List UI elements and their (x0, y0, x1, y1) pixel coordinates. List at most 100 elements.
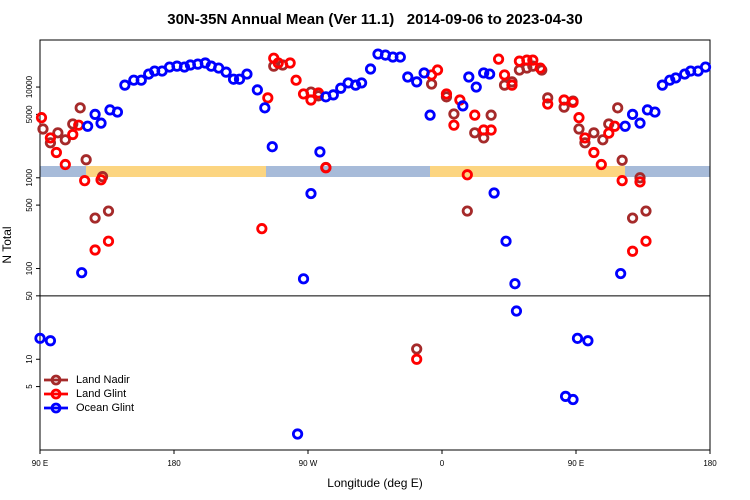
point (67, 128, 79, 141)
x-tick-label: 180 (167, 459, 181, 468)
point (297, 273, 310, 285)
point (485, 109, 497, 121)
point (492, 53, 505, 65)
point (470, 81, 482, 93)
point (59, 158, 71, 171)
x-tick-label: 90 W (299, 459, 318, 468)
y-tick-label: 50 (25, 291, 34, 300)
point (626, 245, 639, 257)
point (44, 137, 57, 149)
point (619, 120, 631, 132)
point (119, 79, 131, 91)
x-tick-label: 90 E (568, 459, 584, 468)
point (498, 69, 511, 81)
point (411, 343, 423, 355)
point (542, 92, 554, 104)
point (135, 74, 147, 86)
point (79, 175, 91, 187)
point (178, 61, 191, 73)
point (418, 67, 430, 79)
point (509, 278, 521, 290)
point (626, 212, 639, 224)
point (488, 187, 500, 199)
point (74, 102, 86, 114)
y-tick-label: 10000 (25, 75, 34, 98)
point (355, 77, 368, 89)
point (448, 108, 460, 120)
point (305, 94, 317, 106)
point (241, 68, 253, 80)
y-tick-label: 5000 (25, 105, 34, 123)
ocean-strip (40, 166, 710, 177)
legend-marker (50, 402, 62, 414)
x-axis-label: Longitude (deg E) (327, 476, 422, 490)
legend-label: Ocean Glint (76, 402, 134, 414)
point (37, 123, 49, 135)
point (506, 79, 518, 91)
point (76, 267, 88, 279)
point (314, 146, 326, 158)
point (259, 102, 271, 114)
point (634, 176, 646, 188)
point (272, 57, 284, 69)
point (626, 108, 639, 120)
point (558, 94, 570, 106)
point (440, 88, 453, 100)
point (266, 141, 278, 153)
point (567, 393, 579, 406)
point (448, 119, 460, 131)
point (500, 235, 512, 247)
point (478, 67, 490, 79)
point (485, 124, 497, 136)
point (80, 154, 92, 166)
point (227, 73, 240, 85)
point (350, 79, 362, 91)
point (394, 51, 406, 63)
point (262, 92, 274, 104)
point (305, 187, 317, 200)
point (95, 117, 107, 129)
point (102, 205, 115, 217)
point (402, 71, 414, 83)
y-tick-label: 1000 (25, 168, 34, 186)
point (484, 68, 496, 80)
point (34, 332, 46, 344)
y-axis-label: N Total (0, 226, 14, 263)
point (597, 134, 609, 146)
point (521, 54, 533, 66)
point (573, 123, 585, 135)
point (534, 62, 546, 74)
point (612, 102, 624, 114)
point (95, 174, 107, 186)
point (59, 134, 71, 146)
point (461, 205, 473, 217)
point (616, 175, 628, 187)
legend-marker (50, 374, 62, 386)
point (573, 112, 585, 124)
point (35, 112, 48, 124)
plot-frame (39, 39, 711, 451)
point (50, 146, 62, 159)
point (67, 118, 79, 130)
point (579, 137, 591, 149)
point (290, 74, 302, 86)
point (640, 235, 652, 247)
point (220, 66, 232, 78)
point (634, 117, 646, 129)
x-tick-label: 180 (703, 459, 717, 468)
point (579, 132, 591, 144)
point (284, 57, 296, 69)
point (510, 305, 523, 317)
point (656, 79, 668, 91)
point (595, 158, 607, 171)
point (463, 71, 475, 83)
point (327, 89, 339, 101)
point (44, 335, 57, 347)
point (640, 205, 652, 217)
y-tick-label: 100 (25, 261, 34, 275)
point (82, 120, 94, 132)
point (588, 146, 600, 159)
point (111, 106, 124, 118)
point (588, 127, 600, 139)
